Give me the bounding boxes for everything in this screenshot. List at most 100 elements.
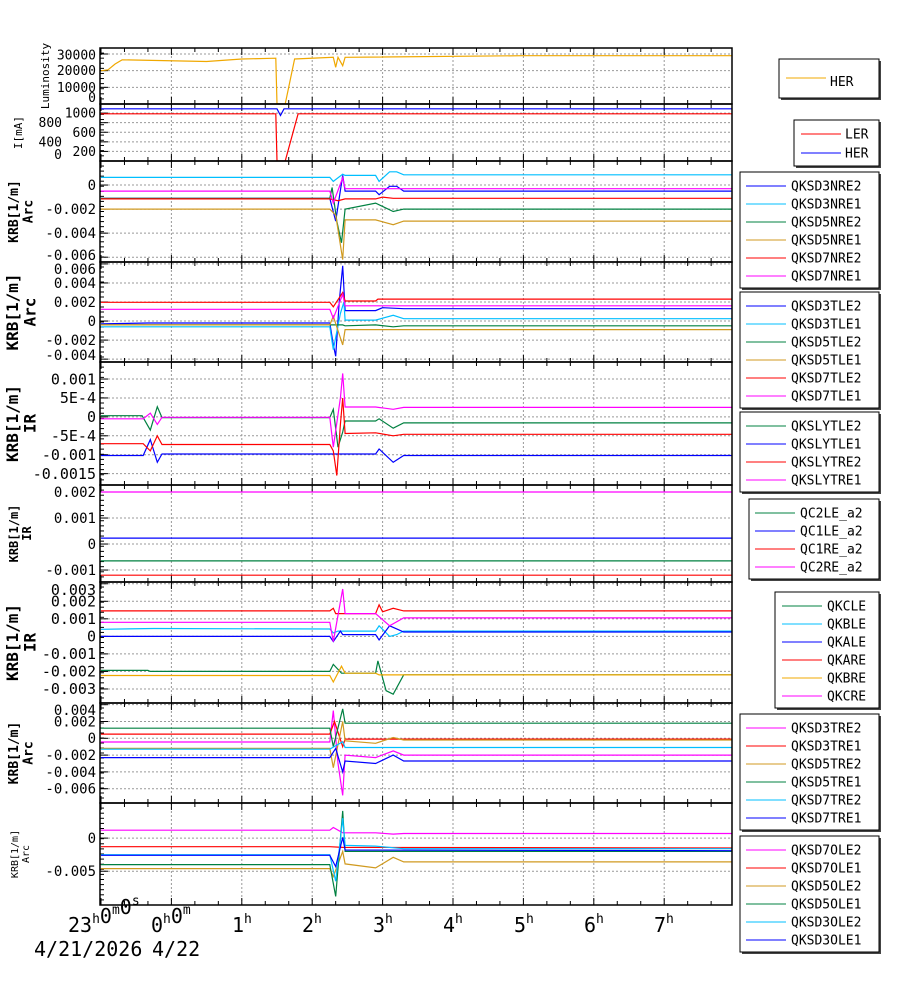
plot-frame [99,160,733,263]
y-tick-label: -0.002 [42,663,96,681]
legend-label: QKSLYTRE2 [791,456,861,471]
series-line-QKBLE [100,624,732,638]
y-tick-label: -0.001 [45,563,96,579]
plot-frame [99,261,733,363]
x-tick-unit: h [314,912,322,927]
x-tick-value: 0 [151,913,163,937]
y-tick-label: -5E-4 [51,427,96,445]
panel-9: 0 -0.005 KRB[1/m]Arc [10,802,733,906]
y-tick-label: -0.002 [45,202,96,218]
legend: QKSLYTLE2 QKSLYTLE1 QKSLYTRE2 QKSLYTRE1 [739,411,881,494]
x-tick-unit: h [526,912,534,927]
series-line-QKSLYTLE1 [101,437,732,464]
y-axis-label-line: Arc [21,741,36,764]
y-axis-label: KRB[1/m]Arc [7,722,36,785]
y-tick-label: -0.003 [42,680,96,698]
legend-label: QKSD3TRE2 [791,722,861,737]
legend-box [739,835,880,953]
series-line-QKSD5TRE1 [101,708,732,747]
series-line-HER [100,55,732,104]
y-tick-label: 0 [87,628,96,646]
x-tick-label: 7h [654,912,674,937]
legend-label: QC1LE_a2 [800,525,863,540]
series-line-QKSD3TRE2 [101,710,732,796]
legend-label: QC1RE_a2 [800,543,863,558]
x-tick-label: 6h [584,912,604,937]
x-tick-unit: m [183,903,191,918]
y-axis-label-line: Arc [21,845,32,863]
x-tick-label: 5h [514,912,534,937]
plot-frame [99,581,733,704]
y-tick-label: -0.004 [45,765,96,781]
x-tick-value: 5 [514,913,526,937]
legend-label: QKSD3NRE2 [791,180,861,195]
plot-frame [99,702,733,804]
legend-box [739,411,880,493]
series-line-QKARE [101,603,732,615]
x-tick-label: 4h [443,912,463,937]
y-tick-label: 400 [39,135,62,150]
y-axis-label: KRB[1/m]Arc [7,180,36,243]
legend: QKSD3TRE2 QKSD3TRE1 QKSD5TRE2 QKSD5TRE1 QKSD… [739,713,881,832]
legend-label: QC2RE_a2 [800,561,863,576]
y-tick-label: 0.002 [54,714,96,730]
legend-label: QC2LE_a2 [800,507,863,522]
x-date-label-next: 4/22 [152,937,200,961]
x-tick-unit: h [385,912,393,927]
y-tick-label: 0.001 [54,511,96,527]
series-line-LER [101,113,732,161]
panel-7: 0.0030.0020.0010-0.001-0.002-0.003KRB[1/… [3,581,733,704]
legend-label: QKSD7TLE2 [791,372,861,387]
y-axis-label: Luminosity [39,43,52,110]
y-tick-label: 30000 [57,48,96,63]
series-line-QKSD3OLE2 [101,818,732,882]
series-line-QKBRE [101,664,732,684]
legend-box [739,171,880,289]
y-tick-label: 0 [88,178,96,194]
y-tick-label: -0.004 [45,348,96,364]
y-tick-label: 0.006 [54,262,96,278]
series-line-QKSD3NRE1 [101,171,732,183]
legend: QC2LE_a2 QC1LE_a2 QC1RE_a2 QC2RE_a2 [748,498,881,581]
legend-label: QKSLYTLE1 [791,438,861,453]
legend: QKSD7OLE2 QKSD7OLE1 QKSD5OLE2 QKSD5OLE1 QKSD… [739,835,881,954]
y-axis-label-line: Arc [21,298,40,327]
legend-label: QKCLE [827,600,866,615]
y-tick-label: 200 [73,145,96,160]
legend-label: HER [845,147,869,162]
y-axis-label-line: KRB[1/m] [7,722,22,785]
x-tick-value: 4 [443,913,455,937]
legend-label: QKSD5NRE2 [791,216,861,231]
y-tick-label: 0 [88,314,96,330]
y-tick-label: 0.003 [51,581,96,599]
legend-box [739,291,880,409]
legend-box [748,498,880,580]
y-axis-label: KRB[1/m]IR [7,505,34,563]
y-axis-label-line: I[mA] [12,116,25,149]
legend-box [793,119,880,167]
y-axis-label: I[mA] [12,116,25,149]
legend-label: QKSD7NRE2 [791,252,861,267]
y-axis-label-line: KRB[1/m] [3,273,22,350]
x-tick-value: 0 [100,904,112,928]
y-tick-label: 10000 [57,81,96,96]
legend-label: LER [845,128,869,143]
y-tick-label: 0 [88,831,96,847]
y-tick-label: 20000 [57,64,96,79]
series-line-QKSD5NRE2 [101,187,732,243]
panel-3: 0 -0.002 -0.004 -0.006 KRB[1/m]Arc [7,160,733,264]
legend: HER [778,58,881,100]
x-tick-label: 23h0m0s [68,894,140,937]
series-line-QKSD5TLE2 [101,324,732,328]
y-tick-label: 0.002 [54,485,96,501]
series-line-QKSD3TRE1 [101,719,732,749]
y-tick-label: 0.001 [51,610,96,628]
series-line-QKSD7TLE2 [101,291,732,308]
x-tick-unit: h [666,912,674,927]
legend-label: QKSD7NRE1 [791,270,861,285]
series-line-QKSD7OLE1 [101,846,732,849]
